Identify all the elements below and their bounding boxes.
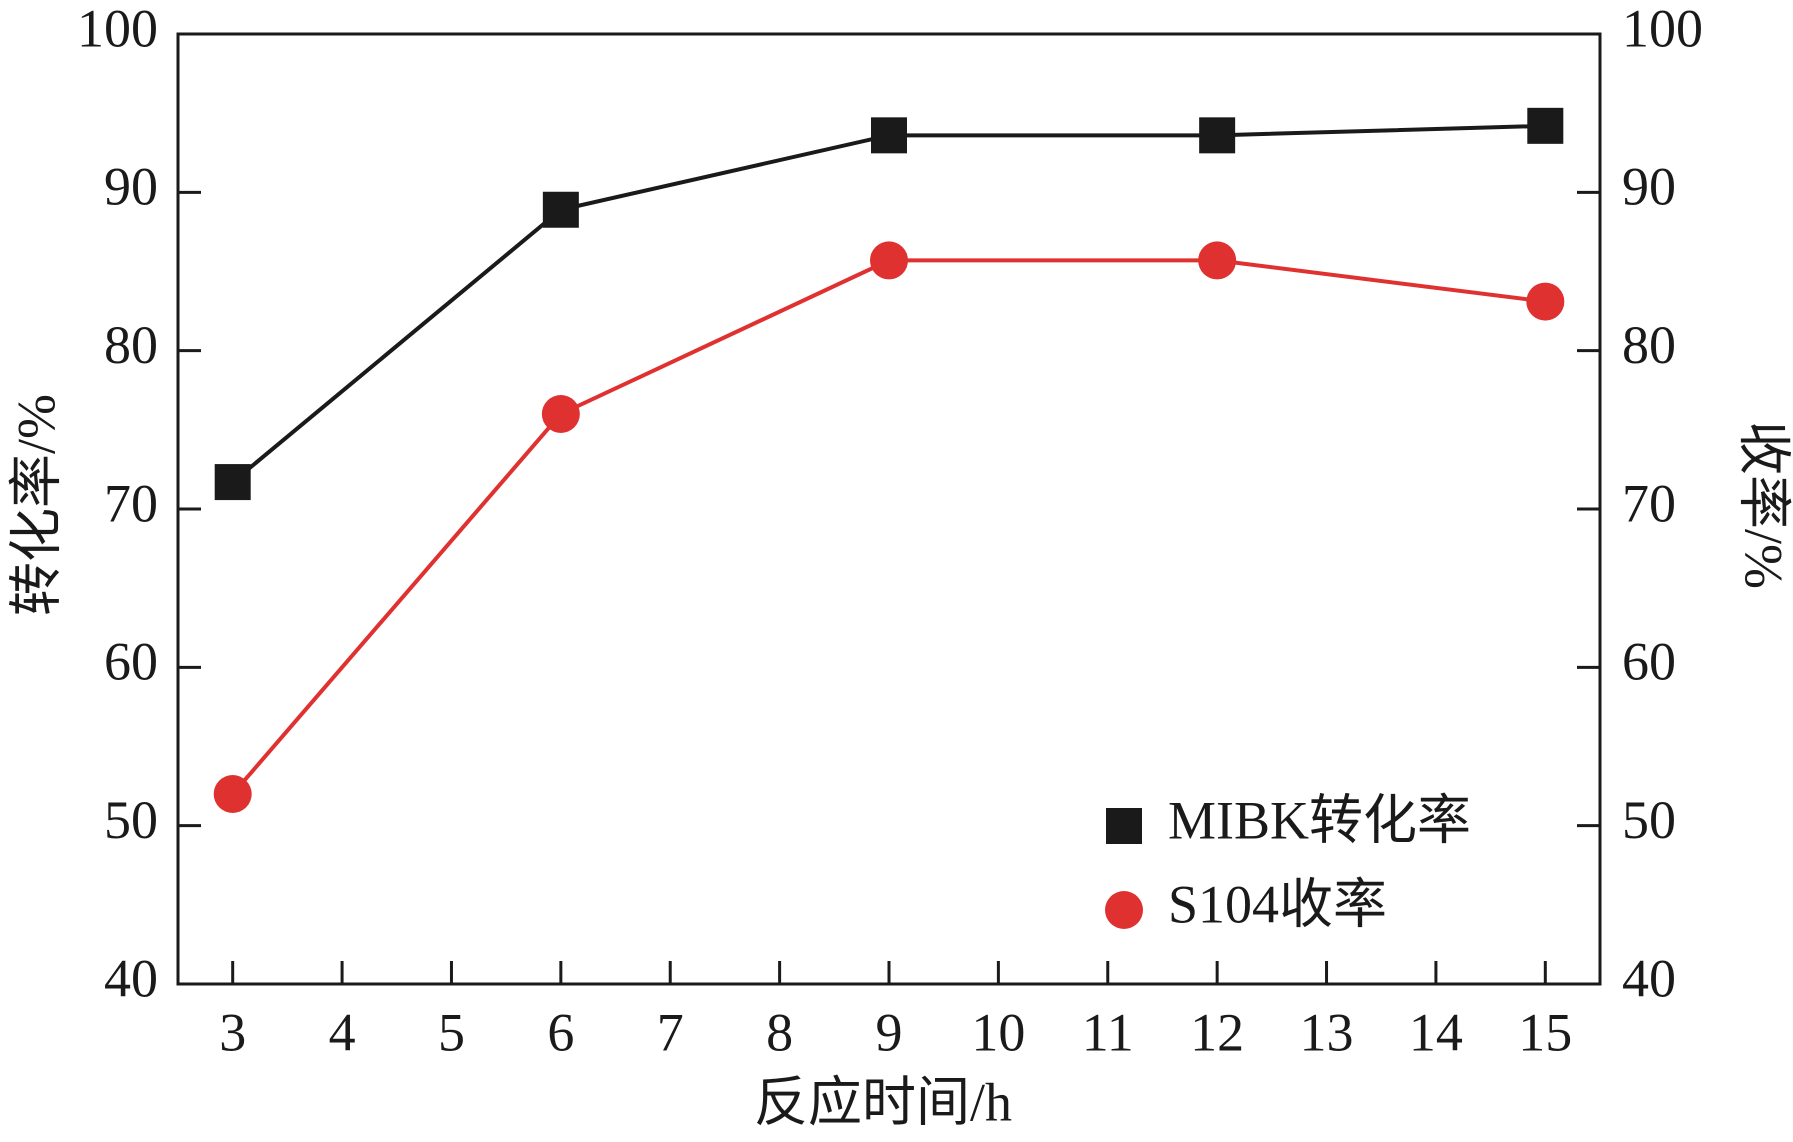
data-point [542,191,579,228]
x-tick-label: 11 [1082,1002,1134,1062]
legend-marker [1105,891,1143,929]
x-tick-label: 12 [1190,1002,1244,1062]
data-point [214,464,251,501]
y-tick-label: 90 [104,157,158,217]
x-tick-label: 9 [876,1002,903,1062]
data-point [1527,107,1564,144]
y2-tick-label: 80 [1622,315,1676,375]
y-tick-label: 60 [104,632,158,692]
series-line [231,258,1546,796]
data-point [870,241,908,280]
legend-label: S104收率 [1168,874,1387,934]
y2-tick-label: 70 [1622,473,1676,533]
x-tick-label: 6 [547,1002,574,1062]
y-tick-label: 40 [104,948,158,1008]
data-point [871,117,907,154]
y2-tick-label: 60 [1622,632,1676,692]
x-tick-label: 4 [329,1002,356,1062]
x-tick-label: 3 [219,1002,246,1062]
y2-tick-label: 100 [1622,0,1703,58]
x-tick-label: 14 [1409,1002,1463,1062]
data-point [541,395,580,433]
x-tick-label: 5 [438,1002,465,1062]
series-line [231,123,1546,484]
y2-axis-title: 收率/% [1734,421,1793,589]
y2-tick-label: 50 [1622,790,1676,850]
legend-marker [1106,808,1142,844]
y-tick-label: 50 [104,790,158,850]
y2-tick-label: 40 [1622,948,1676,1008]
x-axis-title: 反应时间/h [754,1072,1012,1132]
data-point [213,775,252,813]
x-tick-label: 8 [766,1002,793,1062]
y2-tick-label: 90 [1622,157,1676,217]
y-axis-title: 转化率/% [6,394,66,616]
y-tick-label: 70 [104,473,158,533]
x-tick-label: 7 [657,1002,684,1062]
x-tick-label: 13 [1300,1002,1354,1062]
data-point [1198,241,1237,280]
data-point [1199,117,1236,154]
legend-label: MIBK转化率 [1168,790,1471,850]
y-tick-label: 80 [104,315,158,375]
data-point [1526,282,1565,321]
x-tick-label: 10 [971,1002,1025,1062]
x-tick-label: 15 [1518,1002,1572,1062]
y-tick-label: 100 [77,0,158,58]
